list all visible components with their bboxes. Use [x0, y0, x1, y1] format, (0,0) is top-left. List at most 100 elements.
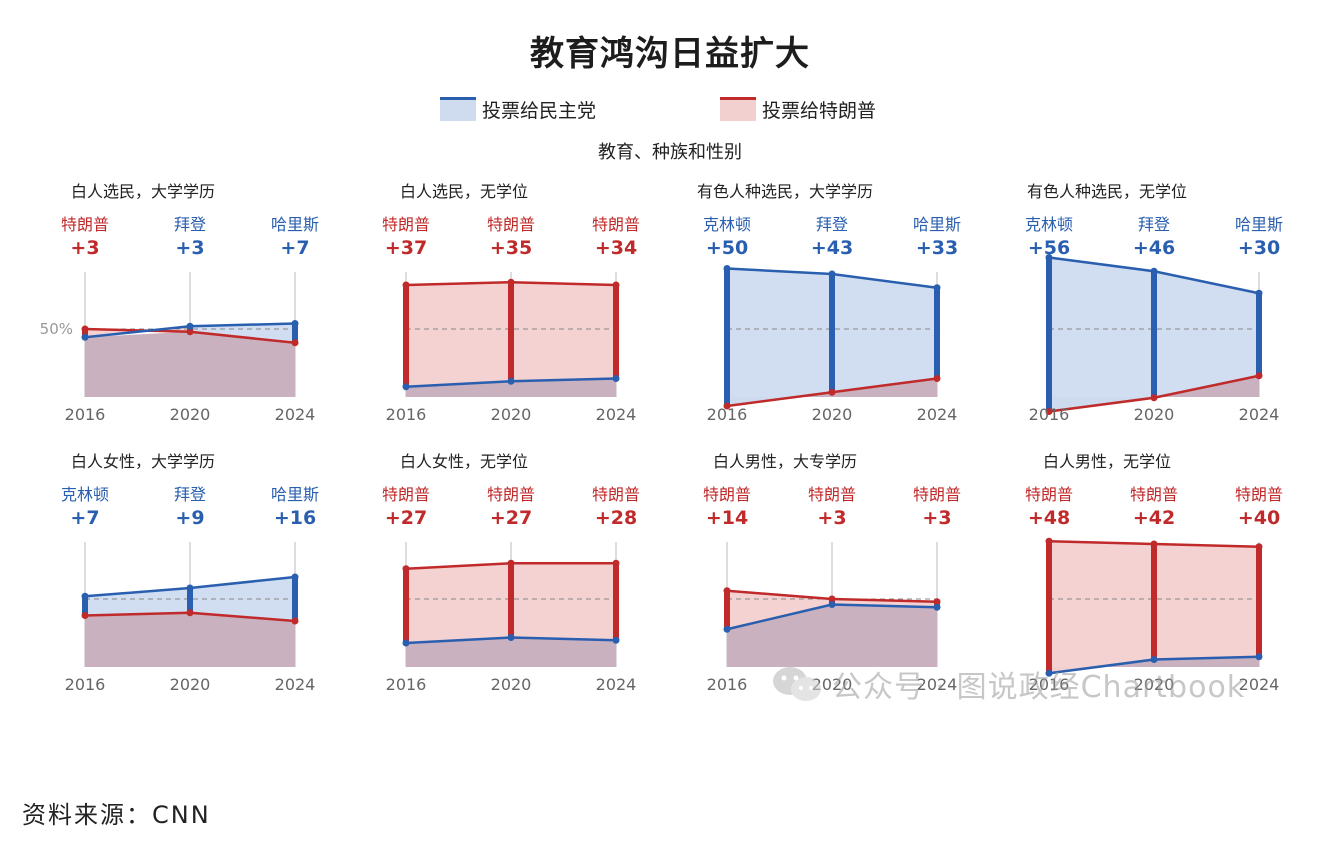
dem-point — [1045, 669, 1053, 677]
dem-point — [507, 634, 515, 641]
trump-point — [507, 559, 515, 567]
trump-point — [933, 375, 941, 382]
winner-name-label: 特朗普 — [1130, 485, 1178, 504]
trump-point — [723, 402, 731, 410]
dem-point — [186, 322, 194, 330]
trump-point — [402, 281, 410, 289]
winner-name-label: 克林顿 — [61, 485, 109, 504]
margin-label: +48 — [1028, 507, 1070, 529]
trump-point — [1150, 394, 1158, 402]
winner-name-label: 克林顿 — [1025, 215, 1073, 234]
legend-label-dem: 投票给民主党 — [482, 99, 597, 122]
dem-point — [291, 320, 299, 327]
year-tick-label: 2020 — [812, 675, 853, 694]
panel-title: 白人选民，大学学历 — [71, 182, 215, 201]
wechat-icon — [773, 667, 821, 701]
dem-point — [828, 270, 836, 278]
panel-title: 白人选民，无学位 — [400, 182, 528, 201]
winner-name-label: 克林顿 — [703, 215, 751, 234]
legend-label-rep: 投票给特朗普 — [762, 99, 877, 122]
trump-point — [186, 328, 194, 336]
margin-label: +7 — [280, 237, 309, 259]
margin-label: +9 — [175, 507, 204, 529]
dem-point — [81, 592, 89, 600]
panel-1: 白人选民，大学学历 50% 特朗普 +3 2016 拜登 +3 2020 哈里斯 +7 2024 — [40, 182, 319, 424]
fifty-percent-label: 50% — [40, 320, 73, 338]
margin-label: +37 — [385, 237, 427, 259]
trump-point — [81, 325, 89, 333]
gap-area — [406, 563, 511, 643]
base-area — [406, 378, 616, 397]
margin-label: +35 — [490, 237, 532, 259]
margin-label: +27 — [385, 507, 427, 529]
source-note: 资料来源：CNN — [22, 801, 211, 829]
winner-name-label: 特朗普 — [382, 215, 430, 234]
winner-name-label: 特朗普 — [382, 485, 430, 504]
legend-item-dem: 投票给民主党 — [440, 94, 596, 124]
winner-name-label: 特朗普 — [1025, 485, 1073, 504]
trump-point — [828, 388, 836, 396]
panel-title: 白人女性，大学学历 — [71, 452, 215, 471]
margin-label: +3 — [175, 237, 204, 259]
winner-name-label: 拜登 — [1138, 215, 1170, 234]
margin-label: +34 — [595, 237, 637, 259]
legend-swatch-dem — [440, 97, 476, 121]
trump-point — [81, 612, 89, 619]
trump-point — [612, 559, 620, 567]
margin-label: +14 — [706, 507, 748, 529]
base-area — [85, 331, 295, 397]
year-tick-label: 2024 — [1239, 675, 1280, 694]
trump-point — [1150, 540, 1158, 548]
year-tick-label: 2024 — [275, 405, 316, 424]
trump-point — [186, 609, 194, 617]
gap-area — [1049, 541, 1154, 674]
winner-name-label: 特朗普 — [61, 215, 109, 234]
panel-title: 有色人种选民，无学位 — [1027, 182, 1187, 201]
year-tick-label: 2016 — [65, 675, 106, 694]
margin-label: +46 — [1133, 237, 1175, 259]
year-tick-label: 2016 — [707, 405, 748, 424]
winner-name-label: 特朗普 — [913, 485, 961, 504]
margin-label: +3 — [70, 237, 99, 259]
year-tick-label: 2024 — [917, 405, 958, 424]
margin-label: +42 — [1133, 507, 1175, 529]
year-tick-label: 2016 — [1029, 675, 1070, 694]
small-multiples-chart: 白人选民，大学学历50%特朗普+32016拜登+32020哈里斯+72024白人… — [40, 182, 1283, 694]
year-tick-label: 2024 — [596, 675, 637, 694]
winner-name-label: 特朗普 — [703, 485, 751, 504]
trump-point — [291, 617, 299, 625]
year-tick-label: 2020 — [1134, 675, 1175, 694]
gap-area — [1049, 257, 1154, 412]
year-tick-label: 2016 — [386, 405, 427, 424]
margin-label: +27 — [490, 507, 532, 529]
dem-point — [81, 333, 89, 341]
dem-point — [1150, 656, 1158, 663]
dem-point — [186, 584, 194, 592]
trump-point — [1255, 372, 1263, 380]
dem-point — [723, 625, 731, 633]
base-area — [727, 604, 937, 667]
base-area — [406, 637, 616, 667]
margin-label: +43 — [811, 237, 853, 259]
gap-area — [1154, 544, 1259, 660]
dem-point — [1045, 254, 1053, 261]
gap-area — [832, 274, 937, 393]
trump-point — [1045, 408, 1053, 415]
gap-area — [1154, 271, 1259, 398]
dem-point — [1255, 653, 1263, 661]
winner-name-label: 拜登 — [174, 215, 206, 234]
margin-label: +50 — [706, 237, 748, 259]
year-tick-label: 2024 — [596, 405, 637, 424]
year-tick-label: 2016 — [1029, 405, 1070, 424]
watermark: 公众号 · 图说政经Chartbook — [770, 664, 1245, 705]
margin-label: +40 — [1238, 507, 1280, 529]
winner-name-label: 特朗普 — [592, 485, 640, 504]
year-tick-label: 2020 — [491, 405, 532, 424]
margin-label: +33 — [916, 237, 958, 259]
panel-title: 白人男性，大专学历 — [713, 452, 857, 471]
trump-point — [933, 598, 941, 606]
